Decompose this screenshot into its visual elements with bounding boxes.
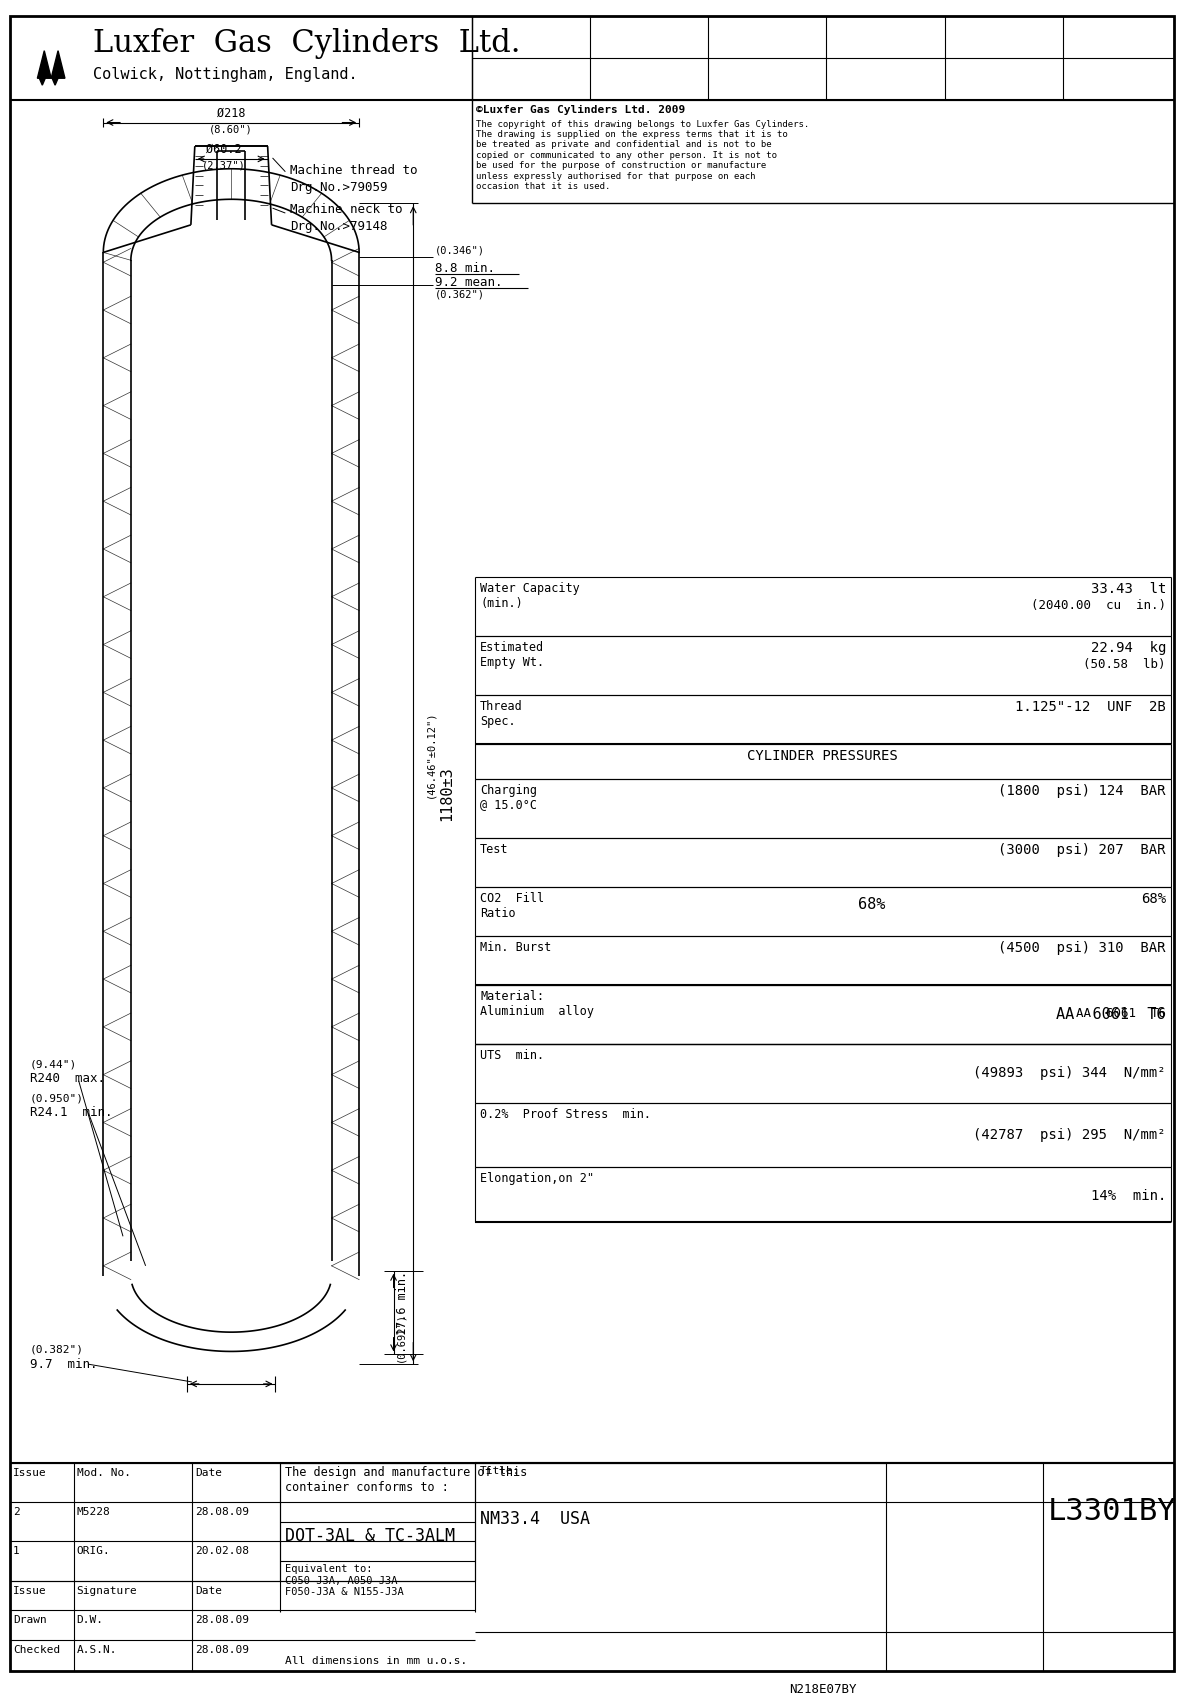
- Text: (0.692"): (0.692"): [396, 1312, 405, 1362]
- Text: (3000  psi) 207  BAR: (3000 psi) 207 BAR: [998, 842, 1166, 856]
- Text: Drawn: Drawn: [13, 1615, 47, 1625]
- Text: Estimated: Estimated: [480, 642, 544, 654]
- Text: Aluminium  alloy: Aluminium alloy: [480, 1006, 594, 1018]
- Text: 1.125"-12  UNF  2B: 1.125"-12 UNF 2B: [1015, 700, 1166, 715]
- Text: Issue: Issue: [13, 1586, 47, 1595]
- Text: R24.1  min.: R24.1 min.: [30, 1106, 112, 1120]
- Text: Water Capacity: Water Capacity: [480, 582, 580, 596]
- Text: ORIG.: ORIG.: [77, 1545, 111, 1556]
- Text: Drg.No.>79059: Drg.No.>79059: [290, 180, 387, 194]
- Polygon shape: [40, 78, 46, 85]
- Text: Empty Wt.: Empty Wt.: [480, 655, 544, 669]
- Text: (0.362"): (0.362"): [435, 289, 485, 300]
- Text: Luxfer  Gas  Cylinders  Ltd.: Luxfer Gas Cylinders Ltd.: [94, 27, 521, 60]
- Text: 28.08.09: 28.08.09: [195, 1615, 249, 1625]
- Polygon shape: [52, 51, 65, 78]
- Text: AA  6061  T6: AA 6061 T6: [1075, 1008, 1166, 1019]
- Text: (0.950"): (0.950"): [30, 1094, 83, 1103]
- Text: N218E07BY: N218E07BY: [789, 1683, 857, 1695]
- Text: The design and manufacture of this
container conforms to :: The design and manufacture of this conta…: [285, 1465, 528, 1494]
- Text: Min. Burst: Min. Burst: [480, 941, 551, 955]
- Polygon shape: [52, 78, 58, 85]
- Text: All dimensions in mm u.o.s.: All dimensions in mm u.o.s.: [285, 1656, 468, 1666]
- Text: 1: 1: [13, 1545, 19, 1556]
- Text: Equivalent to:
C050-J3A, A050-J3A
F050-J3A & N155-J3A: Equivalent to: C050-J3A, A050-J3A F050-J…: [285, 1564, 404, 1596]
- Text: NM33.4  USA: NM33.4 USA: [480, 1510, 591, 1528]
- Text: 2: 2: [13, 1506, 19, 1516]
- Text: (2040.00  cu  in.): (2040.00 cu in.): [1031, 599, 1166, 611]
- Text: (42787  psi) 295  N/mm²: (42787 psi) 295 N/mm²: [973, 1128, 1166, 1142]
- Text: 9.7  min.: 9.7 min.: [30, 1358, 97, 1372]
- Text: Ratio: Ratio: [480, 907, 516, 919]
- Text: Material:: Material:: [480, 991, 544, 1004]
- Text: Colwick, Nottingham, England.: Colwick, Nottingham, England.: [94, 68, 358, 82]
- Text: 68%: 68%: [858, 897, 885, 912]
- Text: Ø218: Ø218: [217, 107, 245, 119]
- Text: (50.58  lb): (50.58 lb): [1084, 657, 1166, 671]
- Text: Title:: Title:: [480, 1465, 521, 1476]
- Text: 22.94  kg: 22.94 kg: [1091, 642, 1166, 655]
- Text: A.S.N.: A.S.N.: [77, 1644, 117, 1654]
- Text: (0.346"): (0.346"): [435, 245, 485, 255]
- Text: Thread: Thread: [480, 700, 523, 713]
- Text: 68%: 68%: [1140, 892, 1166, 905]
- Text: 0.2%  Proof Stress  min.: 0.2% Proof Stress min.: [480, 1108, 651, 1122]
- Text: Spec.: Spec.: [480, 715, 516, 728]
- Text: Test: Test: [480, 842, 509, 856]
- Text: Issue: Issue: [13, 1467, 47, 1477]
- Text: 14%  min.: 14% min.: [1091, 1190, 1166, 1203]
- Text: Machine neck to: Machine neck to: [290, 203, 403, 216]
- Text: M5228: M5228: [77, 1506, 111, 1516]
- Text: 1180±3: 1180±3: [439, 766, 454, 820]
- Text: Mod. No.: Mod. No.: [77, 1467, 131, 1477]
- Text: 28.08.09: 28.08.09: [195, 1644, 249, 1654]
- Text: Machine thread to: Machine thread to: [290, 163, 417, 177]
- Text: Date: Date: [195, 1467, 221, 1477]
- Text: (1800  psi) 124  BAR: (1800 psi) 124 BAR: [998, 783, 1166, 798]
- Text: (0.382"): (0.382"): [30, 1345, 83, 1355]
- Text: 9.2 mean.: 9.2 mean.: [435, 276, 503, 289]
- Text: DOT-3AL & TC-3ALM: DOT-3AL & TC-3ALM: [285, 1527, 455, 1544]
- Text: Date: Date: [195, 1586, 221, 1595]
- Text: The copyright of this drawing belongs to Luxfer Gas Cylinders.
The drawing is su: The copyright of this drawing belongs to…: [476, 119, 810, 191]
- Text: Checked: Checked: [13, 1644, 60, 1654]
- Text: Drg.No.>79148: Drg.No.>79148: [290, 220, 387, 233]
- Text: @ 15.0°C: @ 15.0°C: [480, 798, 538, 812]
- Text: Charging: Charging: [480, 783, 538, 797]
- Text: (49893  psi) 344  N/mm²: (49893 psi) 344 N/mm²: [973, 1065, 1166, 1081]
- Text: CO2  Fill: CO2 Fill: [480, 892, 544, 905]
- Text: (4500  psi) 310  BAR: (4500 psi) 310 BAR: [998, 941, 1166, 955]
- Text: 33.43  lt: 33.43 lt: [1091, 582, 1166, 596]
- Text: 28.08.09: 28.08.09: [195, 1506, 249, 1516]
- Text: (8.60"): (8.60"): [209, 124, 253, 134]
- Text: ©Luxfer Gas Cylinders Ltd. 2009: ©Luxfer Gas Cylinders Ltd. 2009: [476, 106, 686, 114]
- Text: Signature: Signature: [77, 1586, 137, 1595]
- Text: AA  6061  T6: AA 6061 T6: [1056, 1008, 1166, 1023]
- Text: CYLINDER PRESSURES: CYLINDER PRESSURES: [747, 749, 897, 762]
- Text: Elongation,on 2": Elongation,on 2": [480, 1173, 594, 1185]
- Text: D.W.: D.W.: [77, 1615, 103, 1625]
- Text: 8.8 min.: 8.8 min.: [435, 262, 494, 276]
- Text: 17.6 min.: 17.6 min.: [396, 1271, 409, 1334]
- Text: 20.02.08: 20.02.08: [195, 1545, 249, 1556]
- Text: L3301BY: L3301BY: [1048, 1498, 1177, 1527]
- Text: (min.): (min.): [480, 597, 523, 609]
- Text: R240  max.: R240 max.: [30, 1072, 105, 1084]
- Polygon shape: [37, 51, 52, 78]
- Text: (46.46"±0.12"): (46.46"±0.12"): [425, 710, 435, 798]
- Text: Ø60.2: Ø60.2: [206, 143, 241, 157]
- Text: UTS  min.: UTS min.: [480, 1050, 544, 1062]
- Text: (2.37"): (2.37"): [201, 162, 245, 170]
- Text: (9.44"): (9.44"): [30, 1059, 77, 1069]
